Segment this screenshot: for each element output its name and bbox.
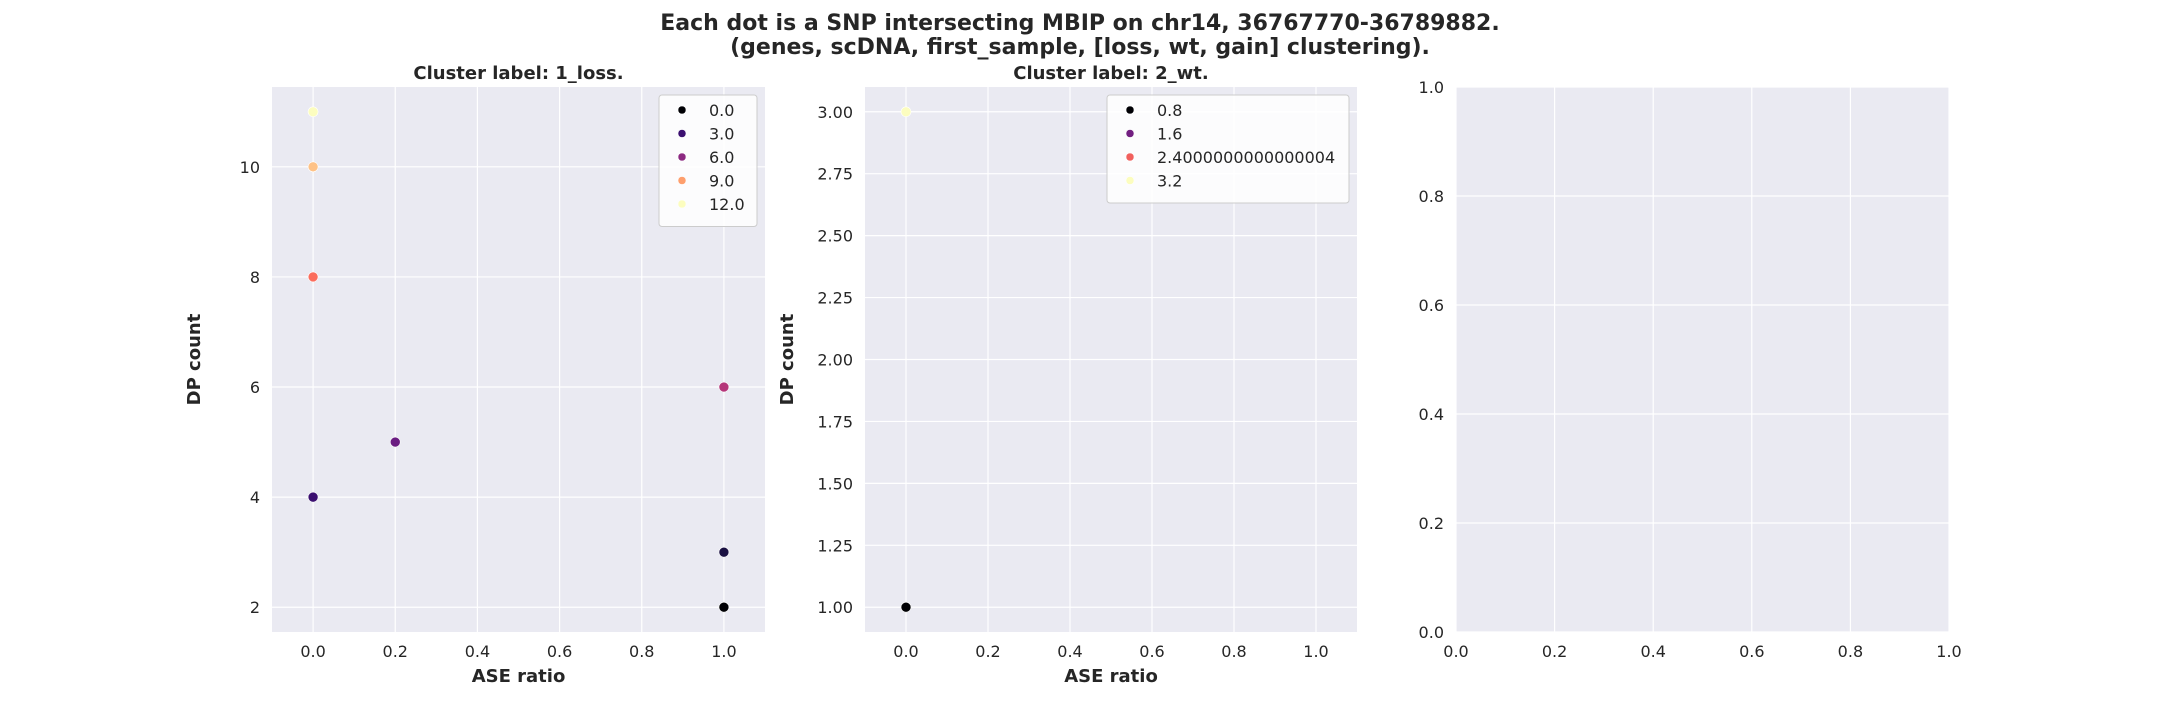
data-point	[389, 436, 401, 448]
y-tick-label: 0.8	[1419, 187, 1444, 206]
legend-label: 3.0	[709, 125, 734, 144]
x-tick-label: 0.8	[1838, 642, 1863, 661]
legend-marker	[677, 105, 687, 115]
subplot-1: 0.0 0.2 0.4 0.6 0.8 1.0 2 4 6 8 10 Cluster label: 1…	[184, 63, 765, 687]
x-tick-label: 0.6	[1739, 642, 1764, 661]
x-tick-label: 1.0	[1303, 642, 1328, 661]
data-point	[307, 271, 319, 283]
plot-area	[1456, 87, 1949, 632]
x-tick-label: 0.4	[1057, 642, 1082, 661]
legend-label: 0.0	[709, 101, 734, 120]
x-axis-label: ASE ratio	[1064, 666, 1158, 687]
y-tick-label: 0.4	[1419, 405, 1444, 424]
y-tick-label: 8	[250, 268, 260, 287]
legend-label: 3.2	[1157, 172, 1182, 191]
y-tick-label: 1.00	[817, 598, 853, 617]
y-tick-label: 0.6	[1419, 296, 1444, 315]
data-point	[900, 106, 912, 118]
y-tick-label: 1.0	[1419, 78, 1444, 97]
x-tick-label: 0.8	[629, 642, 654, 661]
y-tick-label: 0.2	[1419, 514, 1444, 533]
y-tick-label: 1.50	[817, 474, 853, 493]
subplot-title: Cluster label: 2_wt.	[1013, 63, 1209, 84]
legend-box	[658, 94, 758, 227]
legend-marker	[677, 199, 687, 209]
legend-marker	[677, 129, 687, 138]
data-point	[307, 491, 319, 503]
y-tick-label: 2	[250, 598, 260, 617]
data-point	[900, 601, 912, 613]
subplot-title: Cluster label: 1_loss.	[413, 63, 623, 84]
x-tick-label: 0.2	[975, 642, 1000, 661]
legend-label: 6.0	[709, 148, 734, 167]
y-tick-label: 2.00	[817, 351, 853, 370]
legend-marker	[1125, 105, 1135, 115]
y-tick-label: 10	[240, 158, 260, 177]
x-tick-label: 0.2	[383, 642, 408, 661]
data-point	[718, 601, 730, 613]
x-tick-label: 1.0	[1936, 642, 1961, 661]
legend-marker	[1125, 152, 1135, 162]
x-tick-label: 0.0	[300, 642, 325, 661]
data-point	[718, 381, 730, 393]
data-point	[307, 161, 319, 173]
x-tick-label: 1.0	[711, 642, 736, 661]
legend-marker	[1125, 129, 1135, 138]
figure-title-line1: Each dot is a SNP intersecting MBIP on c…	[660, 11, 1499, 36]
legend-label: 0.8	[1157, 101, 1182, 120]
y-tick-label: 1.25	[817, 536, 853, 555]
x-tick-label: 0.4	[465, 642, 490, 661]
y-axis-label: DP count	[777, 313, 798, 405]
y-tick-label: 2.75	[817, 165, 853, 184]
y-tick-label: 2.50	[817, 227, 853, 246]
y-axis-label: DP count	[184, 313, 205, 405]
y-tick-label: 3.00	[817, 103, 853, 122]
y-tick-label: 2.25	[817, 289, 853, 308]
legend-label: 9.0	[709, 172, 734, 191]
legend-marker	[677, 152, 687, 162]
x-tick-label: 0.6	[1139, 642, 1164, 661]
x-tick-label: 0.6	[547, 642, 572, 661]
legend-label: 1.6	[1157, 125, 1182, 144]
subplot-2: 0.0 0.2 0.4 0.6 0.8 1.0 1.00 1.25 1.50 1.75 2.00 2.…	[777, 63, 1357, 687]
x-axis-label: ASE ratio	[472, 666, 566, 687]
y-tick-label: 0.0	[1419, 623, 1444, 642]
x-tick-label: 0.8	[1221, 642, 1246, 661]
y-tick-label: 1.75	[817, 412, 853, 431]
legend-box	[1106, 94, 1350, 204]
legend-label: 12.0	[709, 195, 745, 214]
data-point	[718, 546, 730, 558]
subplot-3: 0.0 0.2 0.4 0.6 0.8 1.0 0.0 0.2 0.4 0.6 0.8 1.0	[1419, 78, 1962, 661]
data-point	[307, 106, 319, 118]
legend-marker	[677, 176, 687, 185]
x-tick-label: 0.4	[1640, 642, 1665, 661]
y-tick-label: 4	[250, 488, 260, 507]
subplots: 0.0 0.2 0.4 0.6 0.8 1.0 2 4 6 8 10 Cluster label: 1…	[184, 63, 1962, 687]
legend-label: 2.4000000000000004	[1157, 148, 1335, 167]
figure-title-line2: (genes, scDNA, first_sample, [loss, wt, …	[730, 35, 1430, 60]
x-tick-label: 0.0	[893, 642, 918, 661]
x-tick-label: 0.0	[1443, 642, 1468, 661]
legend-marker	[1125, 176, 1135, 185]
y-tick-label: 6	[250, 378, 260, 397]
x-tick-label: 0.2	[1542, 642, 1567, 661]
